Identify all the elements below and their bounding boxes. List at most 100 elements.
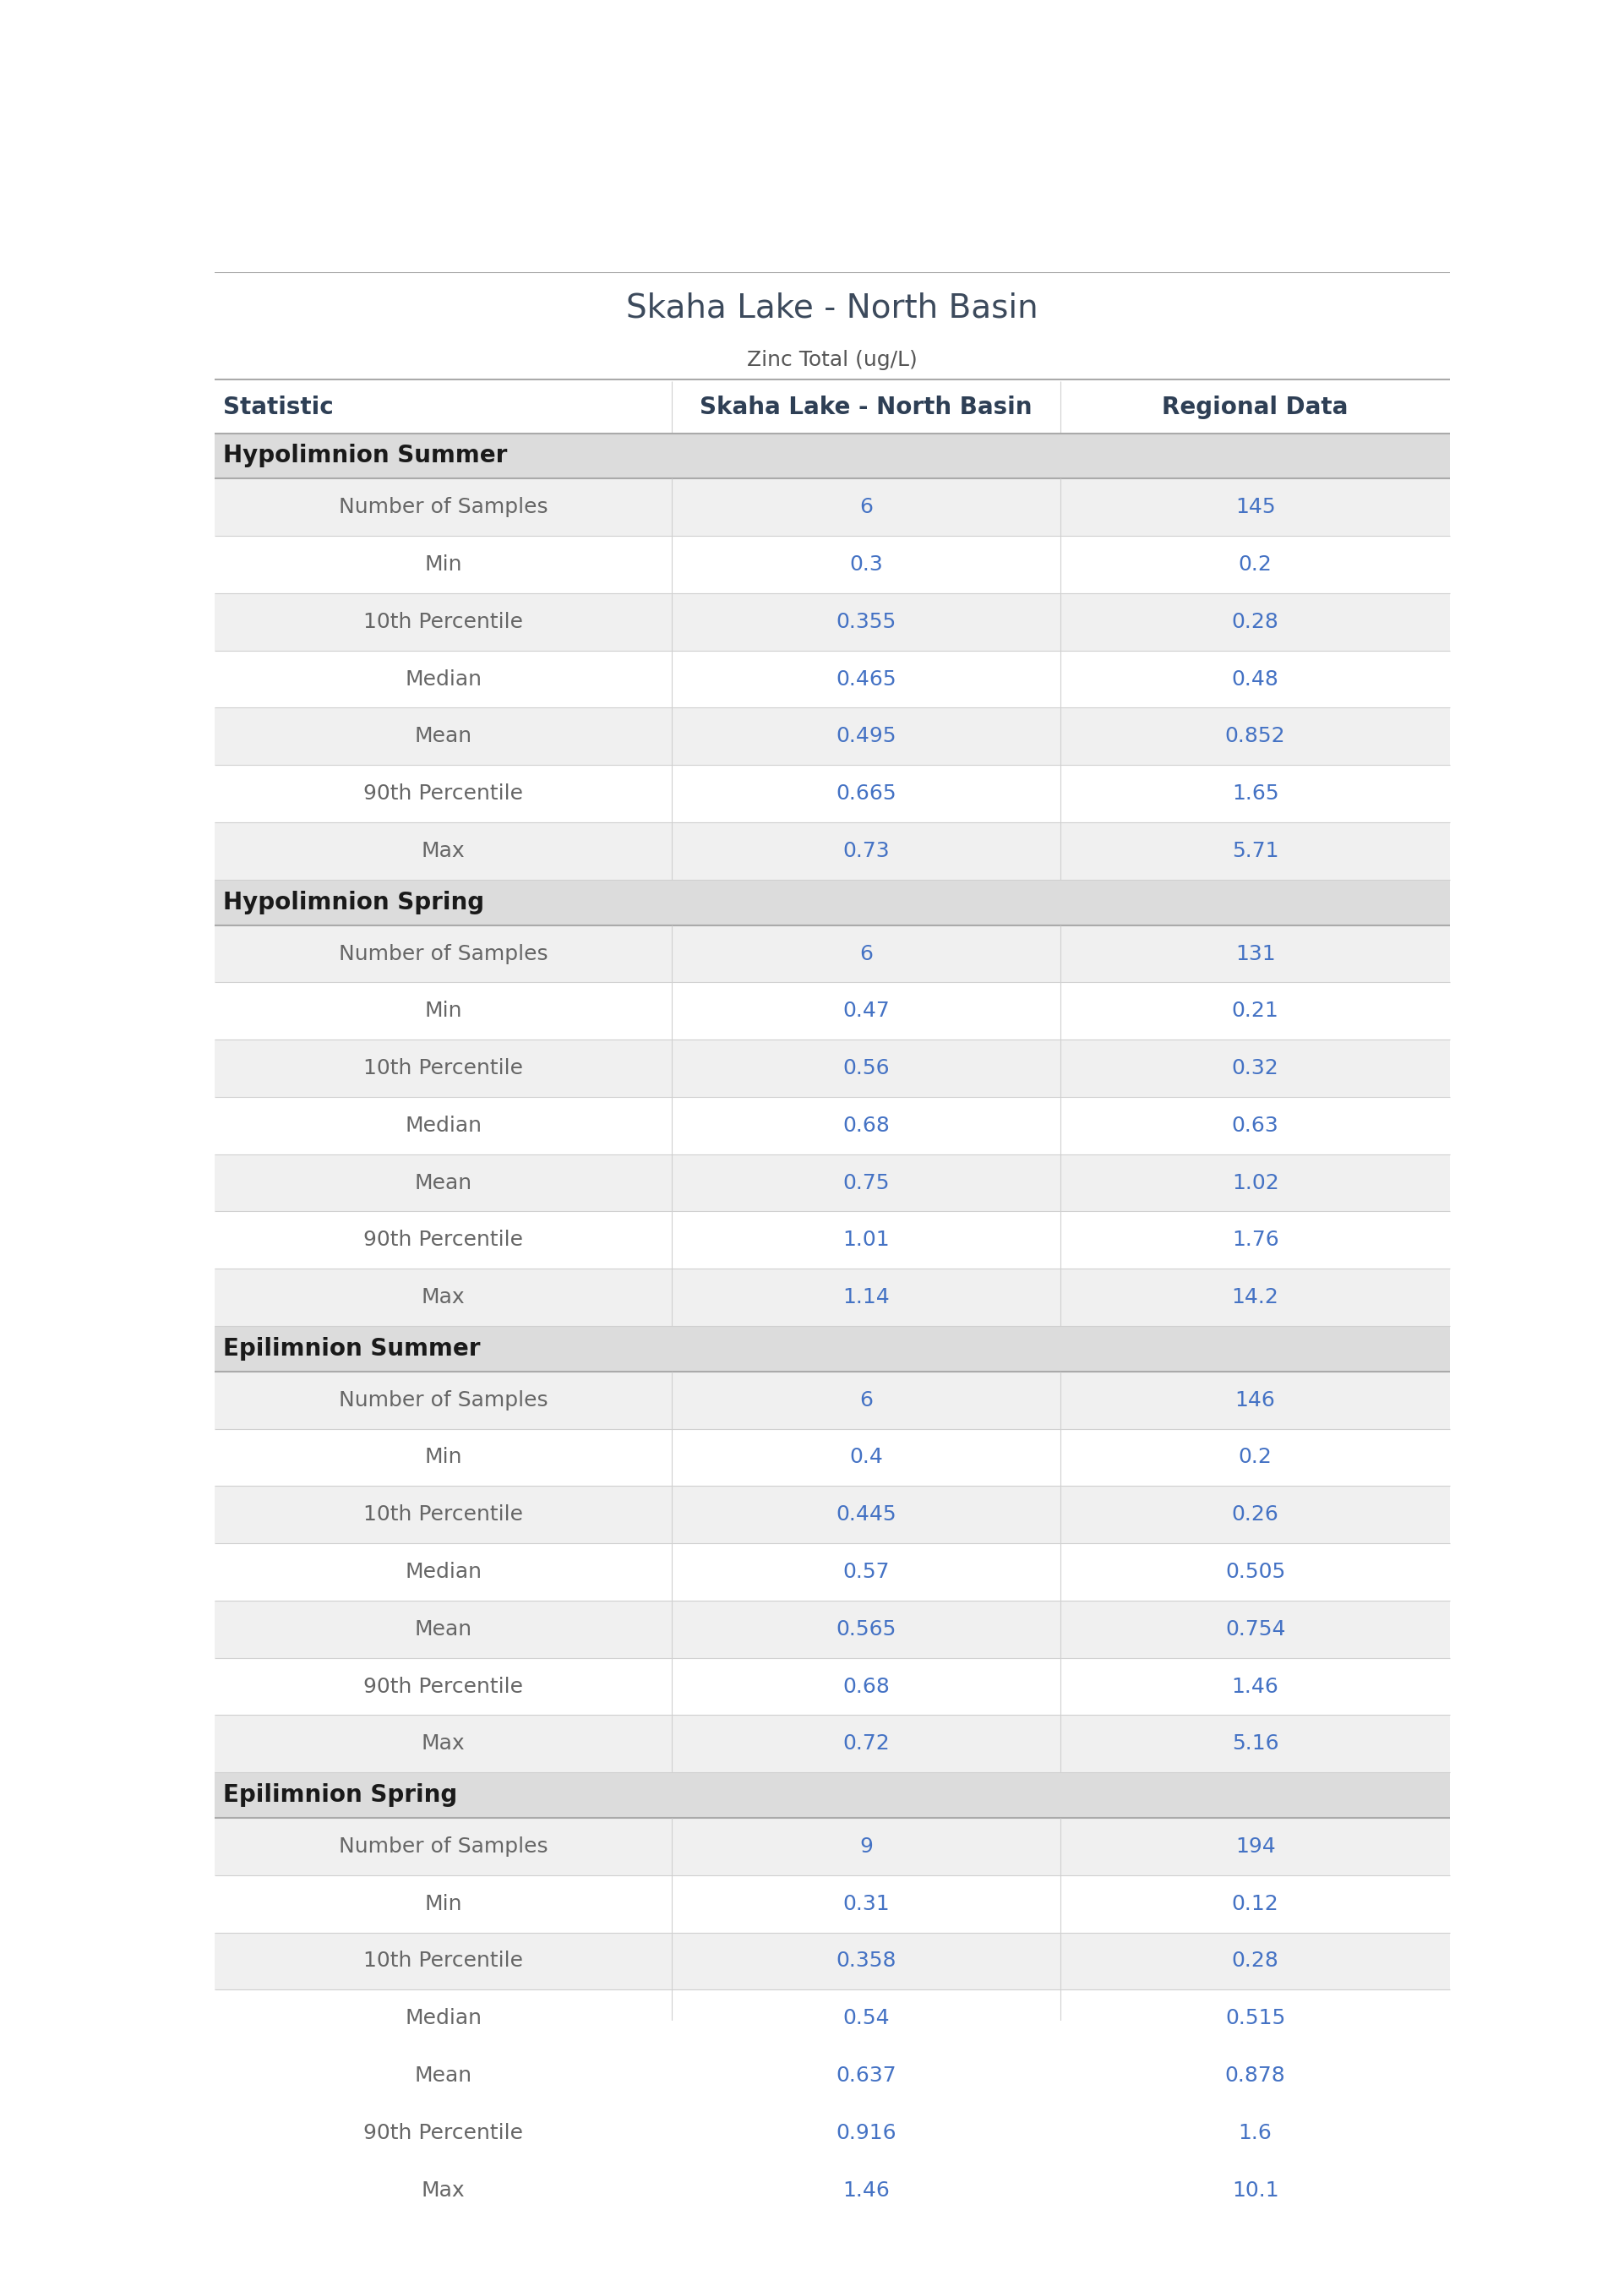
Bar	[214, 2104, 1450, 2161]
Text: 1.02: 1.02	[1231, 1174, 1278, 1194]
Text: 90th Percentile: 90th Percentile	[364, 1675, 523, 1696]
Text: 0.21: 0.21	[1231, 1001, 1278, 1022]
Text: 0.32: 0.32	[1231, 1058, 1278, 1078]
Bar	[214, 765, 1450, 822]
Text: 0.47: 0.47	[843, 1001, 890, 1022]
Bar	[214, 1040, 1450, 1096]
Text: 10th Percentile: 10th Percentile	[364, 611, 523, 631]
Text: 0.3: 0.3	[849, 554, 883, 574]
Text: 0.28: 0.28	[1231, 611, 1280, 631]
Text: 0.48: 0.48	[1231, 670, 1280, 690]
Text: 0.54: 0.54	[843, 2009, 890, 2029]
Text: Epilimnion Spring: Epilimnion Spring	[222, 1784, 456, 1807]
Text: 1.46: 1.46	[843, 2179, 890, 2200]
Text: 0.4: 0.4	[849, 1448, 883, 1466]
Bar	[214, 1544, 1450, 1600]
Text: 0.57: 0.57	[843, 1562, 890, 1582]
Text: 194: 194	[1236, 1836, 1275, 1857]
Text: 0.852: 0.852	[1224, 726, 1286, 747]
Text: Max: Max	[422, 840, 464, 860]
Bar	[214, 1600, 1450, 1657]
Text: 0.73: 0.73	[843, 840, 890, 860]
Text: 1.65: 1.65	[1231, 783, 1278, 804]
Bar	[214, 2161, 1450, 2218]
Text: 0.754: 0.754	[1224, 1619, 1286, 1639]
Text: 10th Percentile: 10th Percentile	[364, 1058, 523, 1078]
Text: 0.75: 0.75	[843, 1174, 890, 1194]
Text: 5.71: 5.71	[1233, 840, 1278, 860]
Text: 0.878: 0.878	[1224, 2066, 1286, 2086]
Text: 1.46: 1.46	[1231, 1675, 1280, 1696]
Text: 90th Percentile: 90th Percentile	[364, 783, 523, 804]
Text: 6: 6	[859, 944, 874, 965]
Bar	[214, 1818, 1450, 1875]
Text: Mean: Mean	[414, 1619, 473, 1639]
Text: 0.665: 0.665	[836, 783, 896, 804]
Text: 0.515: 0.515	[1224, 2009, 1286, 2029]
Bar	[214, 822, 1450, 878]
Text: 0.916: 0.916	[836, 2122, 896, 2143]
Text: 5.16: 5.16	[1231, 1734, 1278, 1755]
Text: Number of Samples: Number of Samples	[339, 497, 547, 518]
Text: Hypolimnion Spring: Hypolimnion Spring	[222, 890, 484, 915]
Text: 145: 145	[1236, 497, 1275, 518]
Text: Median: Median	[404, 2009, 482, 2029]
Text: 1.6: 1.6	[1239, 2122, 1272, 2143]
Text: Number of Samples: Number of Samples	[339, 1389, 547, 1410]
Text: Number of Samples: Number of Samples	[339, 944, 547, 965]
Bar	[214, 1487, 1450, 1544]
Bar	[214, 1269, 1450, 1326]
Text: 6: 6	[859, 497, 874, 518]
Text: 0.12: 0.12	[1231, 1893, 1278, 1914]
Text: 0.26: 0.26	[1231, 1505, 1280, 1525]
Text: 146: 146	[1236, 1389, 1275, 1410]
Text: Min: Min	[424, 1448, 463, 1466]
Bar	[214, 878, 1450, 926]
Bar	[214, 479, 1450, 536]
Text: 1.14: 1.14	[843, 1287, 890, 1308]
Text: Mean: Mean	[414, 1174, 473, 1194]
Text: Zinc Total (ug/L): Zinc Total (ug/L)	[747, 350, 918, 370]
Text: Max: Max	[422, 2179, 464, 2200]
Text: 10.1: 10.1	[1231, 2179, 1278, 2200]
Text: 0.637: 0.637	[836, 2066, 896, 2086]
Text: 0.445: 0.445	[836, 1505, 896, 1525]
Text: Mean: Mean	[414, 2066, 473, 2086]
Bar	[214, 1096, 1450, 1153]
Text: 0.505: 0.505	[1224, 1562, 1286, 1582]
Text: 6: 6	[859, 1389, 874, 1410]
Bar	[214, 536, 1450, 592]
Bar	[214, 1657, 1450, 1716]
Text: 0.63: 0.63	[1231, 1115, 1278, 1135]
Text: Median: Median	[404, 1115, 482, 1135]
Text: Epilimnion Summer: Epilimnion Summer	[222, 1337, 481, 1360]
Text: Max: Max	[422, 1287, 464, 1308]
Bar	[214, 1371, 1450, 1428]
Text: 0.495: 0.495	[836, 726, 896, 747]
Text: 0.355: 0.355	[836, 611, 896, 631]
Bar	[214, 1932, 1450, 1991]
Bar	[214, 926, 1450, 983]
Text: Statistic: Statistic	[222, 395, 333, 420]
Bar	[214, 708, 1450, 765]
Text: Max: Max	[422, 1734, 464, 1755]
Text: 90th Percentile: 90th Percentile	[364, 1230, 523, 1251]
Bar	[214, 1716, 1450, 1773]
Bar	[214, 1773, 1450, 1818]
Text: 0.28: 0.28	[1231, 1950, 1280, 1970]
Text: 0.2: 0.2	[1239, 554, 1272, 574]
Text: 10th Percentile: 10th Percentile	[364, 1950, 523, 1970]
Text: 90th Percentile: 90th Percentile	[364, 2122, 523, 2143]
Text: 0.31: 0.31	[843, 1893, 890, 1914]
Bar	[214, 1428, 1450, 1487]
Text: 0.68: 0.68	[843, 1675, 890, 1696]
Bar	[214, 381, 1450, 434]
Bar	[214, 983, 1450, 1040]
Text: 0.358: 0.358	[836, 1950, 896, 1970]
Bar	[214, 651, 1450, 708]
Text: Skaha Lake - North Basin: Skaha Lake - North Basin	[627, 293, 1038, 325]
Text: Mean: Mean	[414, 726, 473, 747]
Text: 0.565: 0.565	[836, 1619, 896, 1639]
Bar	[214, 592, 1450, 651]
Text: Number of Samples: Number of Samples	[339, 1836, 547, 1857]
